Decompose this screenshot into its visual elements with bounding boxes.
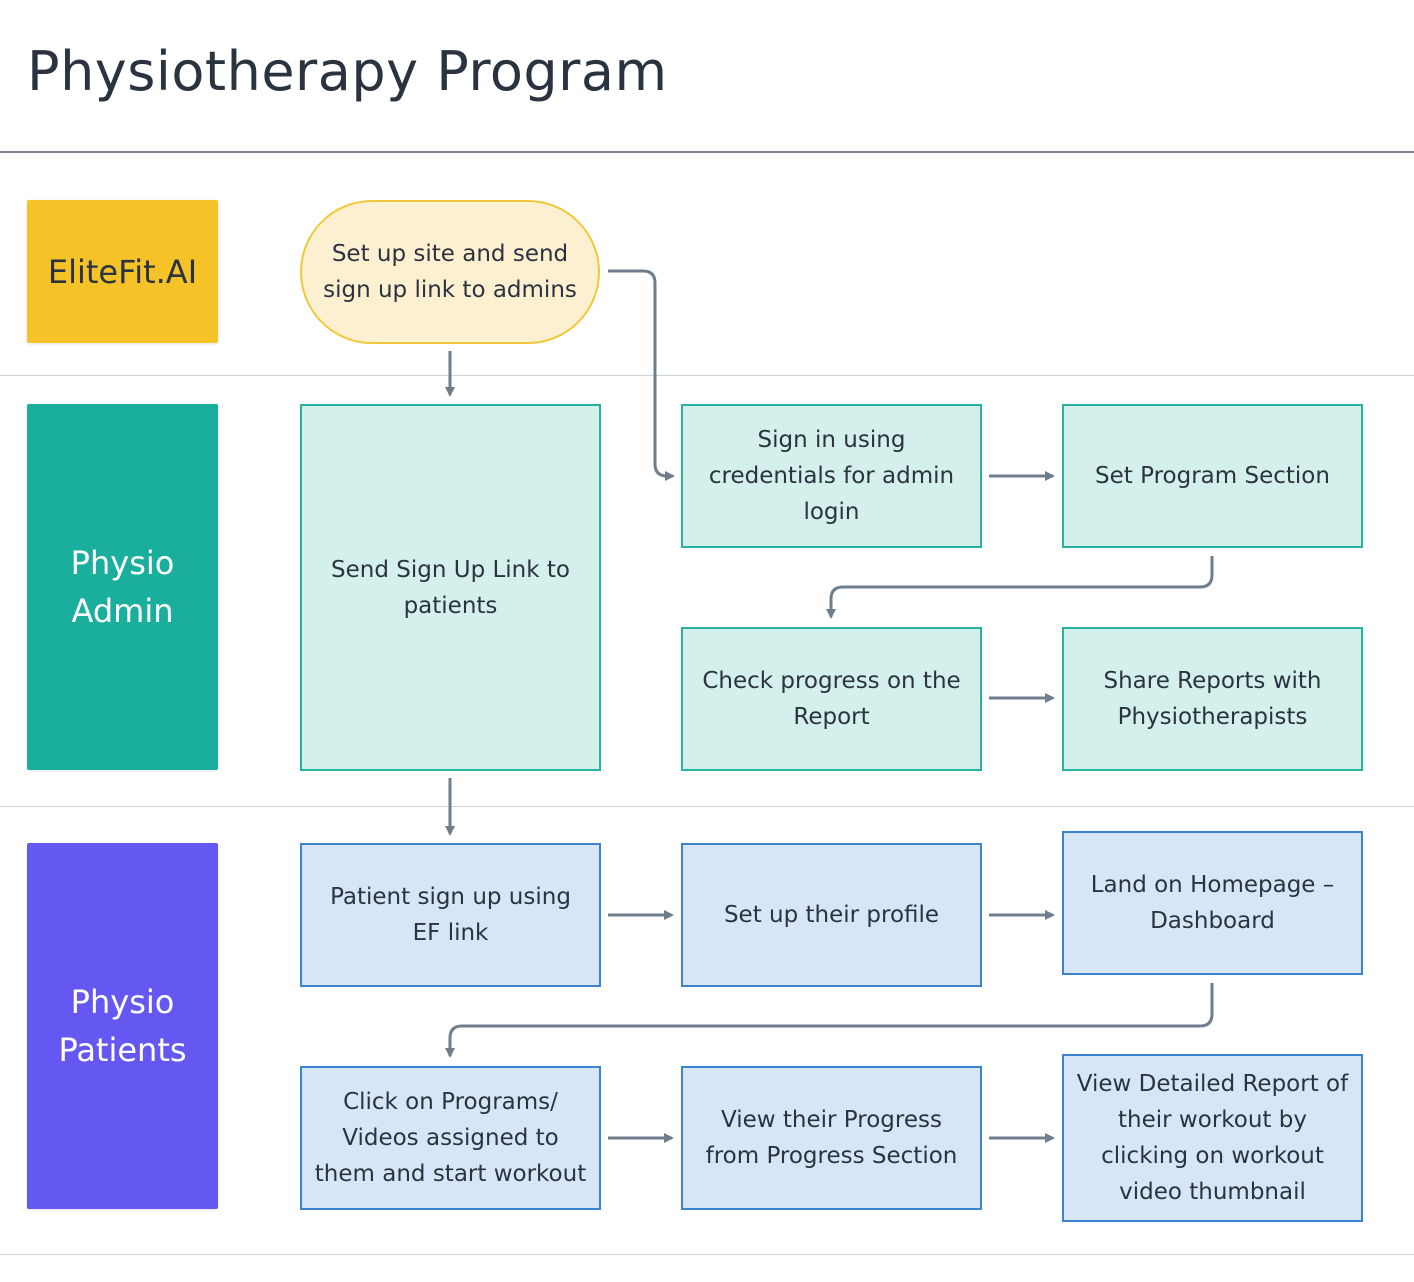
- node-text-line: Send Sign Up Link to: [331, 556, 570, 583]
- node-text-line: Dashboard: [1150, 908, 1275, 934]
- edge-start-to-sign-in: [608, 269, 675, 481]
- node-text-line: Set Program Section: [1095, 463, 1330, 489]
- lane-label-physio-patients: Physio Patients: [27, 843, 218, 1209]
- node-text-line: Sign in using: [757, 427, 906, 453]
- lane-divider-3: [0, 1254, 1414, 1255]
- node-patient-sign-up: Patient sign up using EF link: [300, 843, 601, 987]
- node-send-sign-up-link: Send Sign Up Link to patients: [300, 404, 601, 771]
- node-text-line: clicking on workout: [1101, 1143, 1324, 1169]
- edge-set-program-to-check-progress: [826, 556, 1214, 619]
- node-text-line: patients: [403, 592, 498, 619]
- node-land-on-homepage: Land on Homepage – Dashboard: [1062, 831, 1363, 975]
- lane-label-line: Physio: [70, 983, 175, 1021]
- node-text-line: their workout by: [1118, 1107, 1307, 1133]
- node-text-line: Report: [793, 704, 870, 730]
- node-text-line: login: [803, 499, 860, 525]
- lane-divider-1: [0, 375, 1414, 376]
- node-text-line: from Progress Section: [705, 1143, 958, 1169]
- lane-label-line: Admin: [71, 592, 174, 630]
- node-text-line: Click on Programs/: [343, 1089, 558, 1115]
- node-text-line: Patient sign up using: [330, 884, 571, 910]
- lane-label-line: Patients: [58, 1031, 187, 1069]
- node-sign-in: Sign in using credentials for admin logi…: [681, 404, 982, 548]
- node-view-progress: View their Progress from Progress Sectio…: [681, 1066, 982, 1210]
- lane-divider-2: [0, 806, 1414, 807]
- node-text-line: Set up their profile: [723, 902, 940, 928]
- lane-label-elitefit-text: EliteFit.AI: [47, 252, 198, 291]
- node-view-detailed-report: View Detailed Report of their workout by…: [1062, 1054, 1363, 1222]
- node-set-program-section: Set Program Section: [1062, 404, 1363, 548]
- node-set-up-profile: Set up their profile: [681, 843, 982, 987]
- node-text-line: credentials for admin: [708, 463, 955, 489]
- lane-label-physio-admin: Physio Admin: [27, 404, 218, 770]
- node-check-progress: Check progress on the Report: [681, 627, 982, 771]
- lane-label-elitefit: EliteFit.AI: [27, 200, 218, 343]
- node-text-line: Set up site and send: [331, 241, 569, 267]
- node-text-line: View Detailed Report of: [1076, 1071, 1349, 1097]
- node-text-line: sign up link to admins: [323, 277, 577, 303]
- edge-land-home-to-click-programs: [445, 983, 1214, 1058]
- node-text-line: Videos assigned to: [342, 1125, 559, 1151]
- node-text-line: video thumbnail: [1119, 1179, 1306, 1205]
- header-divider: [0, 151, 1414, 153]
- node-click-on-programs: Click on Programs/ Videos assigned to th…: [300, 1066, 601, 1210]
- node-text-line: them and start workout: [314, 1161, 587, 1187]
- node-text-line: View their Progress: [721, 1107, 942, 1133]
- node-setup-site: Set up site and send sign up link to adm…: [300, 200, 600, 344]
- node-text-line: Physiotherapists: [1117, 704, 1308, 730]
- node-share-reports: Share Reports with Physiotherapists: [1062, 627, 1363, 771]
- node-text-line: Share Reports with: [1103, 668, 1322, 694]
- lane-label-line: Physio: [70, 544, 175, 582]
- node-text-line: Check progress on the: [702, 668, 961, 694]
- node-text-line: Land on Homepage –: [1090, 872, 1335, 898]
- page-title: Physiotherapy Program: [27, 40, 668, 103]
- node-text-line: EF link: [412, 920, 489, 946]
